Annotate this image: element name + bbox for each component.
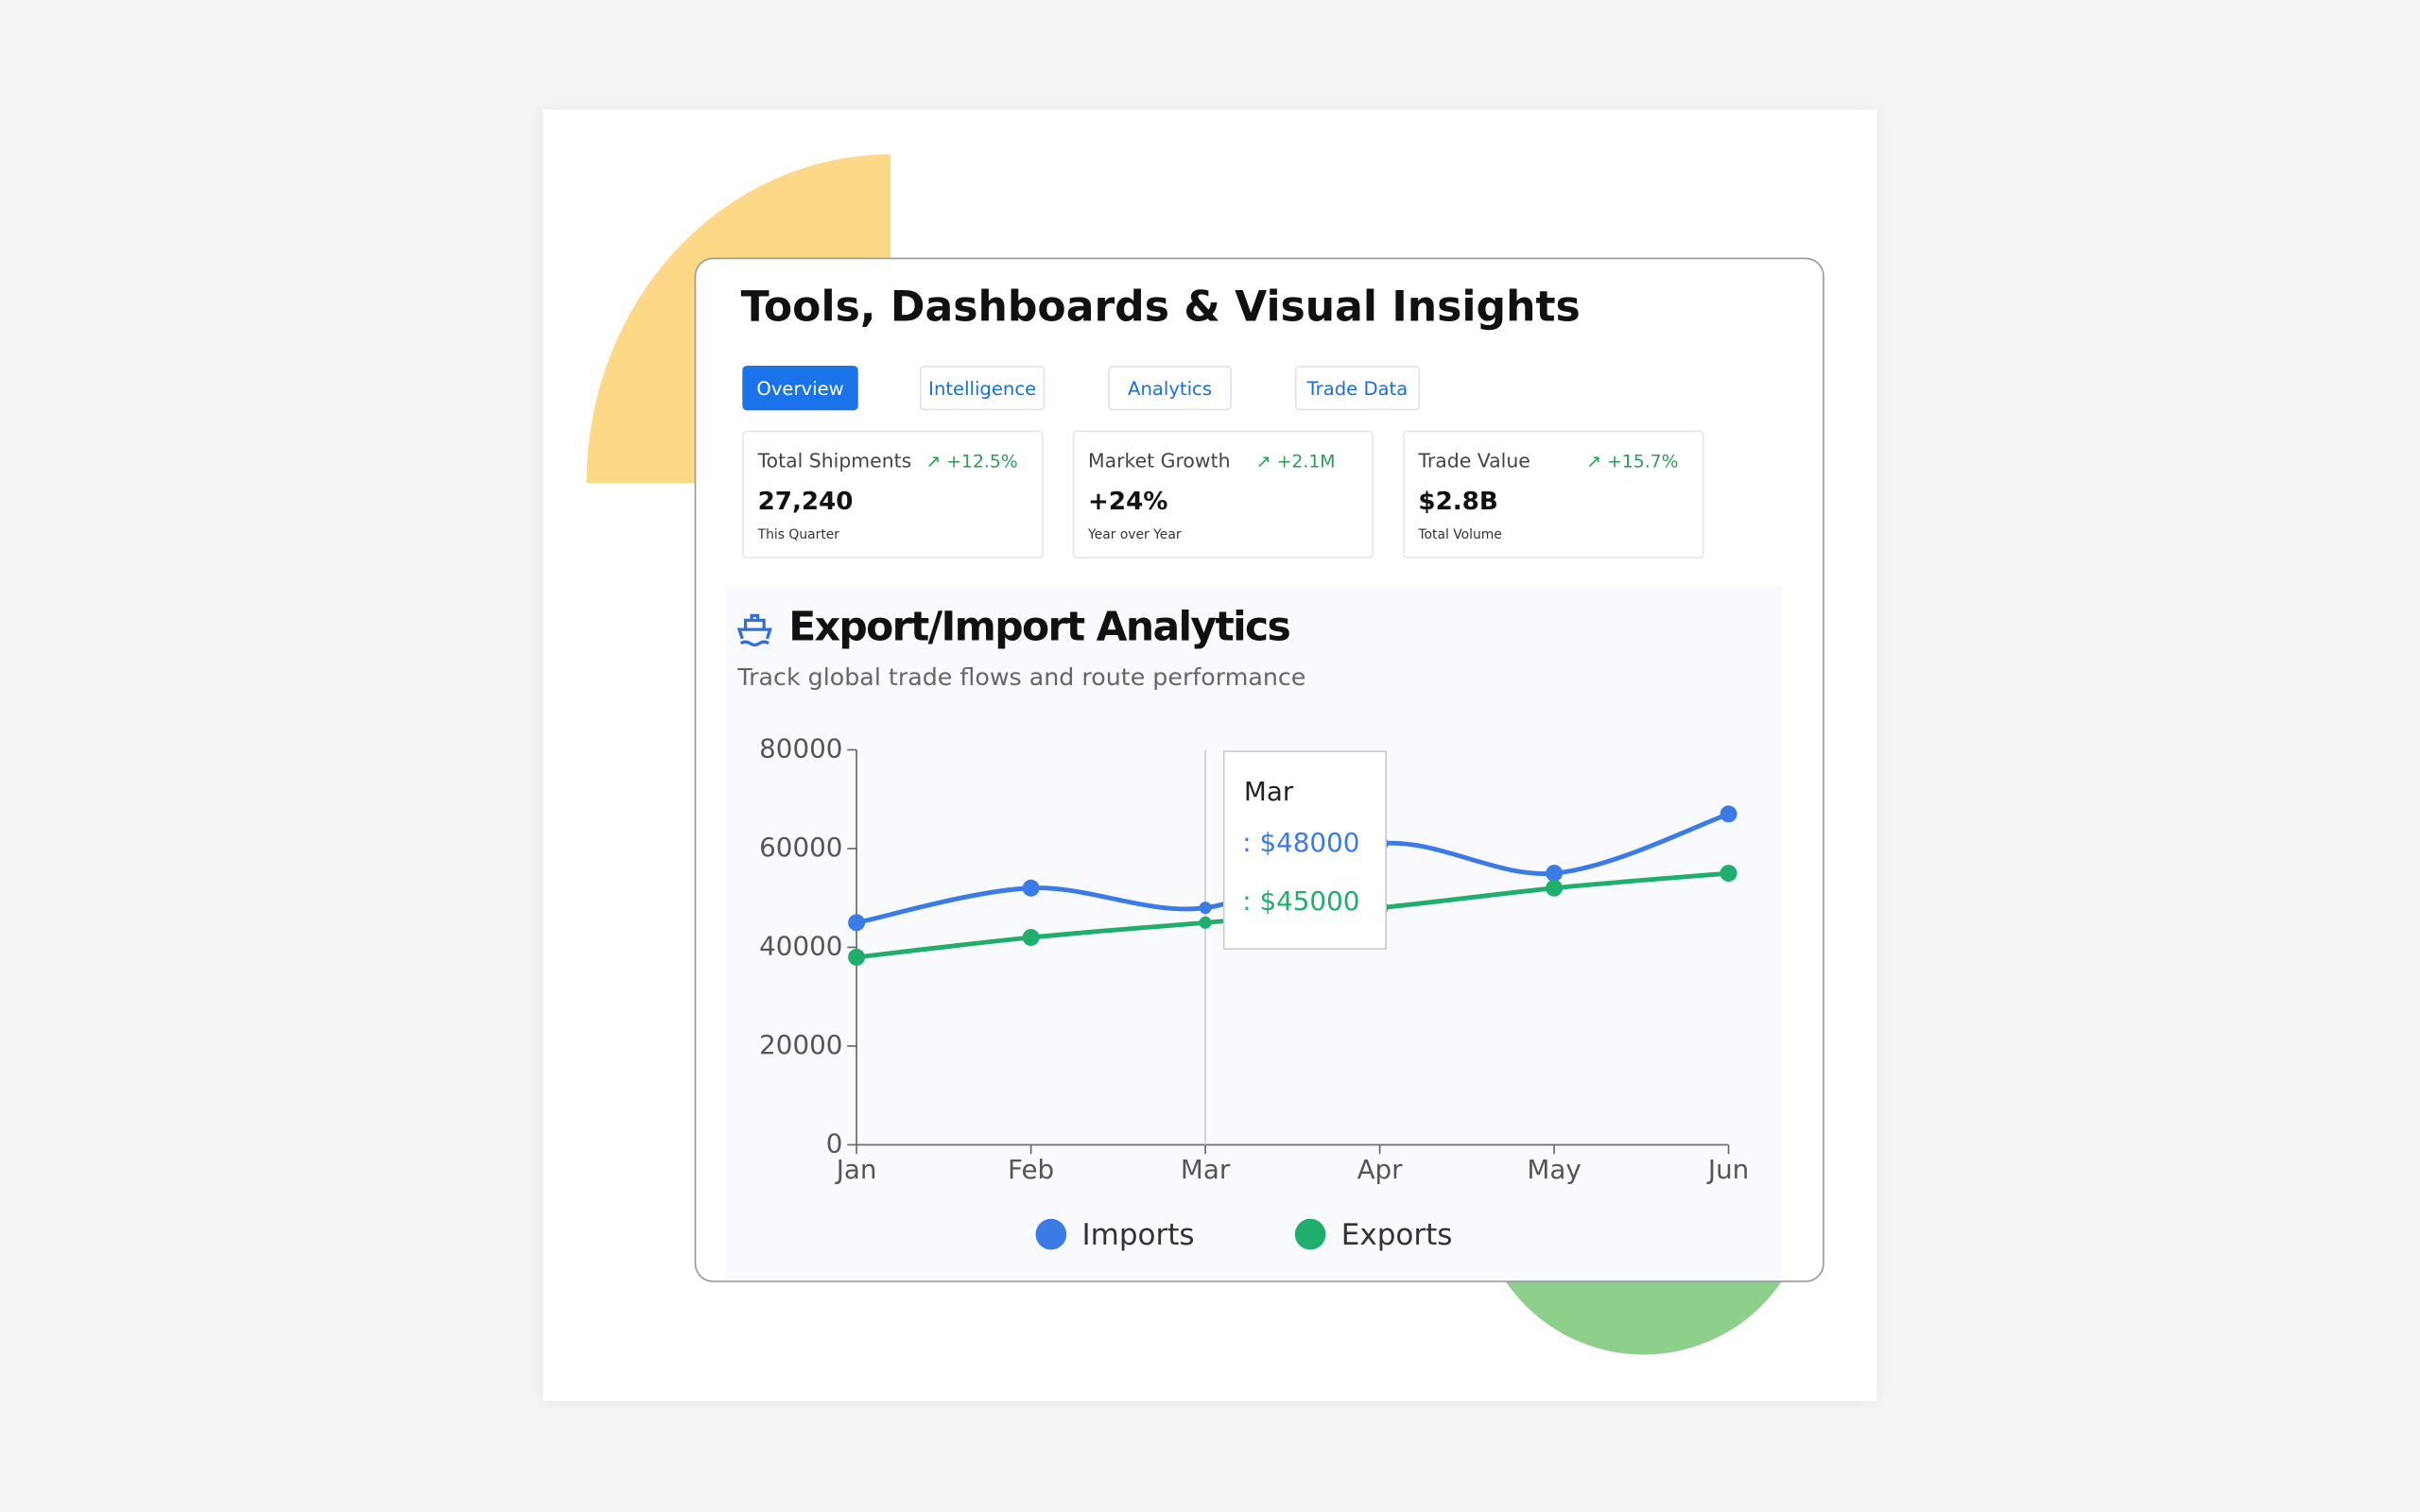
title: Tools, Dashboards & Visual Insights [740, 284, 1581, 333]
legend-label: Exports [1341, 1218, 1453, 1252]
trend-icon: ↗ [1255, 450, 1277, 472]
data-point [1720, 805, 1737, 823]
y-tick-label: 60000 [759, 832, 842, 863]
tab[interactable]: Analytics [1108, 365, 1232, 411]
trend-icon: ↗ [925, 450, 947, 472]
tab[interactable]: Trade Data [1294, 365, 1421, 411]
x-tick-label: Mar [1181, 1154, 1231, 1185]
tab[interactable]: Intelligence [920, 365, 1046, 411]
x-tick-label: Feb [1008, 1154, 1054, 1185]
data-point [1546, 879, 1564, 897]
data-point [1022, 879, 1040, 897]
stat-card: Market Growth ↗ +2.1M +24% Year over Year [1072, 430, 1374, 559]
section-subtitle: Track global trade flows and route perfo… [737, 663, 1306, 692]
stat-label: Market Growth [1088, 449, 1231, 472]
tooltip-title: Mar [1244, 776, 1294, 807]
y-tick-label: 40000 [759, 930, 842, 961]
tab[interactable]: Overview [742, 365, 858, 411]
data-point [1546, 865, 1564, 883]
stat-caption: Year over Year [1088, 527, 1182, 543]
data-point [848, 914, 866, 932]
data-point [848, 948, 866, 966]
stat-caption: Total Volume [1418, 527, 1502, 543]
stat-label: Trade Value [1418, 449, 1530, 472]
x-tick-label: Jan [835, 1154, 877, 1185]
stat-value: 27,240 [757, 486, 854, 516]
y-tick-label: 20000 [759, 1029, 842, 1060]
tooltip-label: : $48000 [1242, 827, 1359, 858]
stat-caption: This Quarter [757, 527, 840, 543]
data-point [1720, 865, 1737, 883]
data-point [1022, 929, 1040, 946]
stat-change-text: +15.7% [1607, 450, 1679, 472]
legend-label: Imports [1081, 1218, 1194, 1252]
section-title: Export/Import Analytics [788, 605, 1291, 651]
data-point [1199, 902, 1212, 915]
stat-change: ↗ +2.1M [1256, 451, 1336, 472]
stat-value: +24% [1088, 486, 1168, 516]
tooltip-box [1222, 750, 1387, 950]
x-tick-label: Apr [1357, 1154, 1404, 1185]
data-point [1199, 916, 1212, 929]
tooltip-label: : $45000 [1242, 885, 1359, 917]
y-tick-label: 80000 [759, 732, 842, 764]
stat-change-text: +12.5% [946, 450, 1018, 472]
ship-icon [736, 613, 772, 647]
stat-card: Trade Value ↗ +15.7% $2.8B Total Volume [1403, 430, 1704, 559]
stat-label: Total Shipments [757, 449, 912, 472]
trend-icon: ↗ [1586, 450, 1608, 472]
legend-swatch [1294, 1218, 1326, 1250]
y-tick-label: 0 [826, 1127, 843, 1159]
stat-change-text: +2.1M [1276, 450, 1336, 472]
stat-change: ↗ +15.7% [1586, 451, 1678, 472]
stat-card: Total Shipments ↗ +12.5% 27,240 This Quarte… [742, 430, 1044, 559]
legend-swatch [1035, 1218, 1067, 1250]
stat-value: $2.8B [1418, 486, 1498, 516]
stat-change: ↗ +12.5% [926, 451, 1018, 472]
x-tick-label: Jun [1706, 1154, 1749, 1185]
x-tick-label: May [1527, 1154, 1581, 1185]
